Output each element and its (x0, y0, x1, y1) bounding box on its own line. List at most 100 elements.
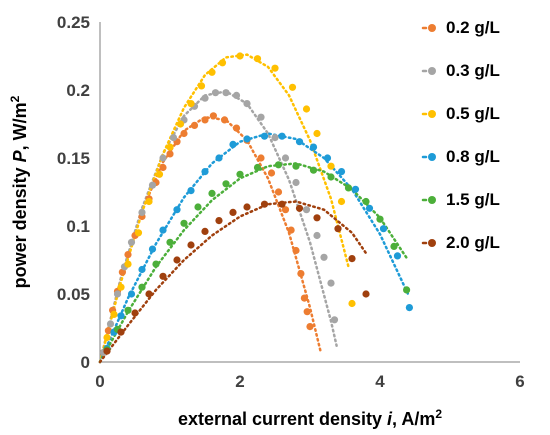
data-point-series-4 (229, 140, 237, 148)
data-point-series-4 (323, 154, 332, 162)
data-point-series-2 (330, 316, 339, 324)
data-point-series-5 (152, 260, 160, 268)
data-point-series-3 (155, 170, 164, 178)
data-point-series-6 (117, 328, 125, 336)
legend-marker-series-2 (428, 67, 436, 75)
data-point-series-2 (232, 91, 241, 99)
x-axis-label-superscript: 2 (435, 407, 442, 421)
data-point-series-1 (201, 116, 209, 124)
data-point-series-6 (313, 214, 321, 222)
data-point-series-3 (124, 260, 132, 268)
data-point-series-6 (334, 225, 342, 233)
y-axis-label-variable: P (10, 149, 30, 162)
data-point-series-1 (303, 308, 311, 316)
data-point-series-5 (274, 161, 283, 169)
data-point-series-6 (131, 309, 139, 317)
data-point-series-1 (292, 246, 300, 255)
data-point-series-3 (110, 310, 118, 318)
data-point-series-5 (362, 197, 370, 206)
x-axis-label: external current density i, A/m2 (178, 407, 442, 429)
x-tick-label: 6 (515, 372, 524, 391)
data-point-series-2 (201, 94, 209, 102)
data-point-series-4 (379, 225, 388, 233)
legend-marker-series-5 (428, 196, 436, 204)
data-point-series-4 (337, 168, 346, 176)
data-point-series-3 (348, 299, 356, 308)
data-point-series-6 (145, 290, 153, 298)
trendline-series-5 (98, 162, 410, 364)
data-point-series-1 (209, 112, 217, 120)
data-point-series-4 (260, 132, 269, 140)
data-point-series-6 (362, 290, 370, 298)
legend-marker-series-4 (428, 153, 436, 161)
data-point-series-3 (176, 120, 185, 128)
data-point-series-6 (187, 241, 195, 249)
data-point-series-2 (113, 290, 122, 298)
data-point-series-1 (118, 268, 126, 276)
data-point-series-1 (104, 327, 112, 335)
data-point-series-2 (281, 154, 290, 162)
data-point-series-5 (253, 163, 262, 172)
data-point-series-1 (180, 129, 188, 138)
y-tick-label: 0.25 (57, 13, 90, 32)
y-tick-label: 0.15 (57, 149, 90, 168)
data-point-series-3 (288, 83, 297, 91)
data-point-series-3 (145, 197, 153, 206)
data-point-series-2 (211, 89, 220, 97)
x-tick-label: 4 (375, 372, 385, 391)
data-point-series-2 (106, 320, 115, 328)
data-point-series-3 (313, 129, 321, 138)
y-tick-label: 0 (81, 353, 90, 372)
data-point-series-6 (201, 227, 209, 235)
data-point-series-6 (215, 217, 223, 225)
data-point-series-2 (313, 231, 321, 240)
data-point-series-3 (187, 100, 195, 108)
data-point-series-6 (243, 203, 251, 211)
y-tick-label: 0.2 (66, 81, 90, 100)
data-point-series-3 (208, 68, 216, 76)
trendline-series-4 (98, 132, 410, 364)
x-tick-labels: 0 2 4 6 (95, 372, 524, 391)
x-axis-label-suffix: , A/m (392, 409, 435, 429)
data-point-series-3 (117, 283, 125, 291)
data-point-series-1 (281, 206, 290, 214)
data-point-series-3 (166, 143, 174, 151)
data-point-series-4 (138, 265, 146, 274)
data-point-series-2 (222, 89, 230, 97)
data-point-series-5 (309, 166, 318, 174)
data-point-series-4 (215, 154, 223, 162)
data-point-series-5 (208, 189, 216, 197)
data-point-series-2 (138, 208, 146, 216)
legend-label: 0.5 g/L (446, 104, 500, 123)
data-point-series-6 (159, 272, 167, 280)
data-point-series-1 (159, 163, 167, 172)
legend-label: 0.2 g/L (446, 18, 500, 37)
data-point-series-4 (309, 143, 318, 151)
data-point-series-2 (271, 134, 279, 142)
legend-marker-series-3 (428, 110, 436, 118)
data-point-series-5 (180, 219, 188, 227)
data-point-series-2 (302, 206, 311, 214)
data-point-series-4 (117, 312, 125, 320)
trendline-series-2 (98, 90, 338, 364)
y-tick-label: 0.1 (66, 217, 90, 236)
data-point-series-1 (274, 188, 283, 196)
x-axis-label-variable: i (387, 409, 393, 429)
data-point-series-3 (103, 333, 111, 342)
data-point-series-5 (344, 184, 353, 192)
y-tick-label: 0.05 (57, 285, 90, 304)
data-point-series-4 (201, 168, 209, 176)
data-point-series-1 (257, 154, 265, 162)
data-point-series-3 (253, 55, 262, 63)
data-point-series-4 (295, 138, 304, 146)
data-point-series-6 (103, 347, 111, 355)
data-point-series-6 (260, 200, 269, 208)
data-point-series-6 (278, 200, 286, 208)
data-point-series-4 (243, 135, 251, 143)
data-point-series-3 (197, 82, 206, 90)
data-point-series-5 (376, 215, 384, 223)
data-point-series-4 (393, 252, 402, 260)
y-axis-label: power density P, W/m2 (8, 95, 30, 288)
data-point-series-4 (365, 204, 374, 212)
